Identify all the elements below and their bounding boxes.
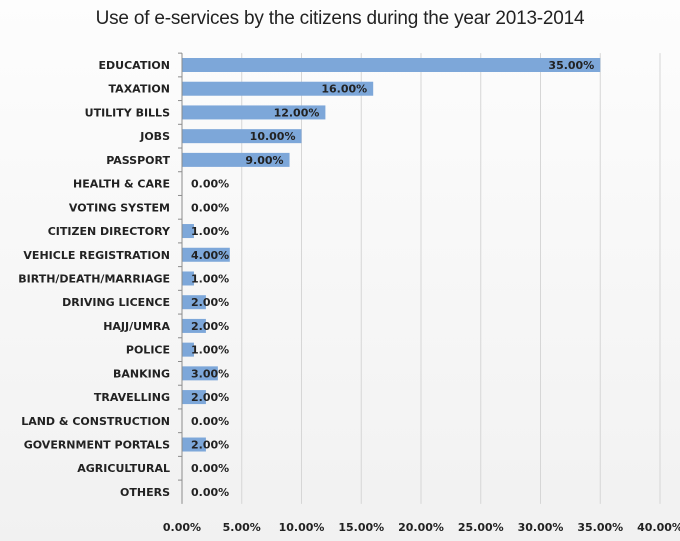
data-label: 16.00% <box>321 83 367 96</box>
data-label: 1.00% <box>191 225 229 238</box>
data-label: 0.00% <box>191 462 229 475</box>
x-tick-label: 30.00% <box>518 521 564 534</box>
category-label: POLICE <box>126 344 170 357</box>
category-label: BIRTH/DEATH/MARRIAGE <box>18 272 170 285</box>
labels: 0.00% 5.00% 10.00% 15.00% 20.00% 25.00% 30.00%… <box>18 59 680 534</box>
bars <box>182 58 600 452</box>
x-tick-label: 25.00% <box>458 521 504 534</box>
category-label: TRAVELLING <box>94 391 170 404</box>
data-label: 2.00% <box>191 296 229 309</box>
data-label: 2.00% <box>191 320 229 333</box>
category-label: OTHERS <box>120 486 170 499</box>
x-tick-label: 35.00% <box>577 521 623 534</box>
x-tick-label: 10.00% <box>279 521 325 534</box>
category-label: AGRICULTURAL <box>77 462 170 475</box>
x-tick-label: 20.00% <box>398 521 444 534</box>
category-label: CITIZEN DIRECTORY <box>48 225 171 238</box>
data-label: 4.00% <box>191 249 229 262</box>
data-label: 2.00% <box>191 439 229 452</box>
x-tick-label: 40.00% <box>637 521 680 534</box>
axis <box>178 53 182 504</box>
category-label: BANKING <box>113 367 170 380</box>
category-label: HAJJ/UMRA <box>103 320 170 333</box>
data-label: 0.00% <box>191 415 229 428</box>
x-tick-label: 5.00% <box>223 521 261 534</box>
data-label: 35.00% <box>548 59 594 72</box>
gridlines <box>242 53 660 504</box>
bar <box>182 58 600 72</box>
category-label: DRIVING LICENCE <box>62 296 170 309</box>
data-label: 3.00% <box>191 367 229 380</box>
category-label: LAND & CONSTRUCTION <box>21 415 170 428</box>
data-label: 0.00% <box>191 486 229 499</box>
x-tick-label: 15.00% <box>338 521 384 534</box>
data-label: 10.00% <box>250 130 296 143</box>
data-label: 2.00% <box>191 391 229 404</box>
category-label: TAXATION <box>109 83 170 96</box>
data-label: 0.00% <box>191 201 229 214</box>
data-label: 0.00% <box>191 178 229 191</box>
data-label: 1.00% <box>191 272 229 285</box>
category-label: VEHICLE REGISTRATION <box>23 249 170 262</box>
category-label: EDUCATION <box>99 59 170 72</box>
data-label: 9.00% <box>245 154 283 167</box>
category-label: HEALTH & CARE <box>73 178 170 191</box>
category-label: PASSPORT <box>106 154 170 167</box>
category-label: JOBS <box>139 130 170 143</box>
category-label: UTILITY BILLS <box>85 106 170 119</box>
x-tick-label: 0.00% <box>163 521 201 534</box>
data-label: 12.00% <box>274 106 320 119</box>
category-label: VOTING SYSTEM <box>69 201 170 214</box>
data-label: 1.00% <box>191 344 229 357</box>
category-label: GOVERNMENT PORTALS <box>24 439 170 452</box>
